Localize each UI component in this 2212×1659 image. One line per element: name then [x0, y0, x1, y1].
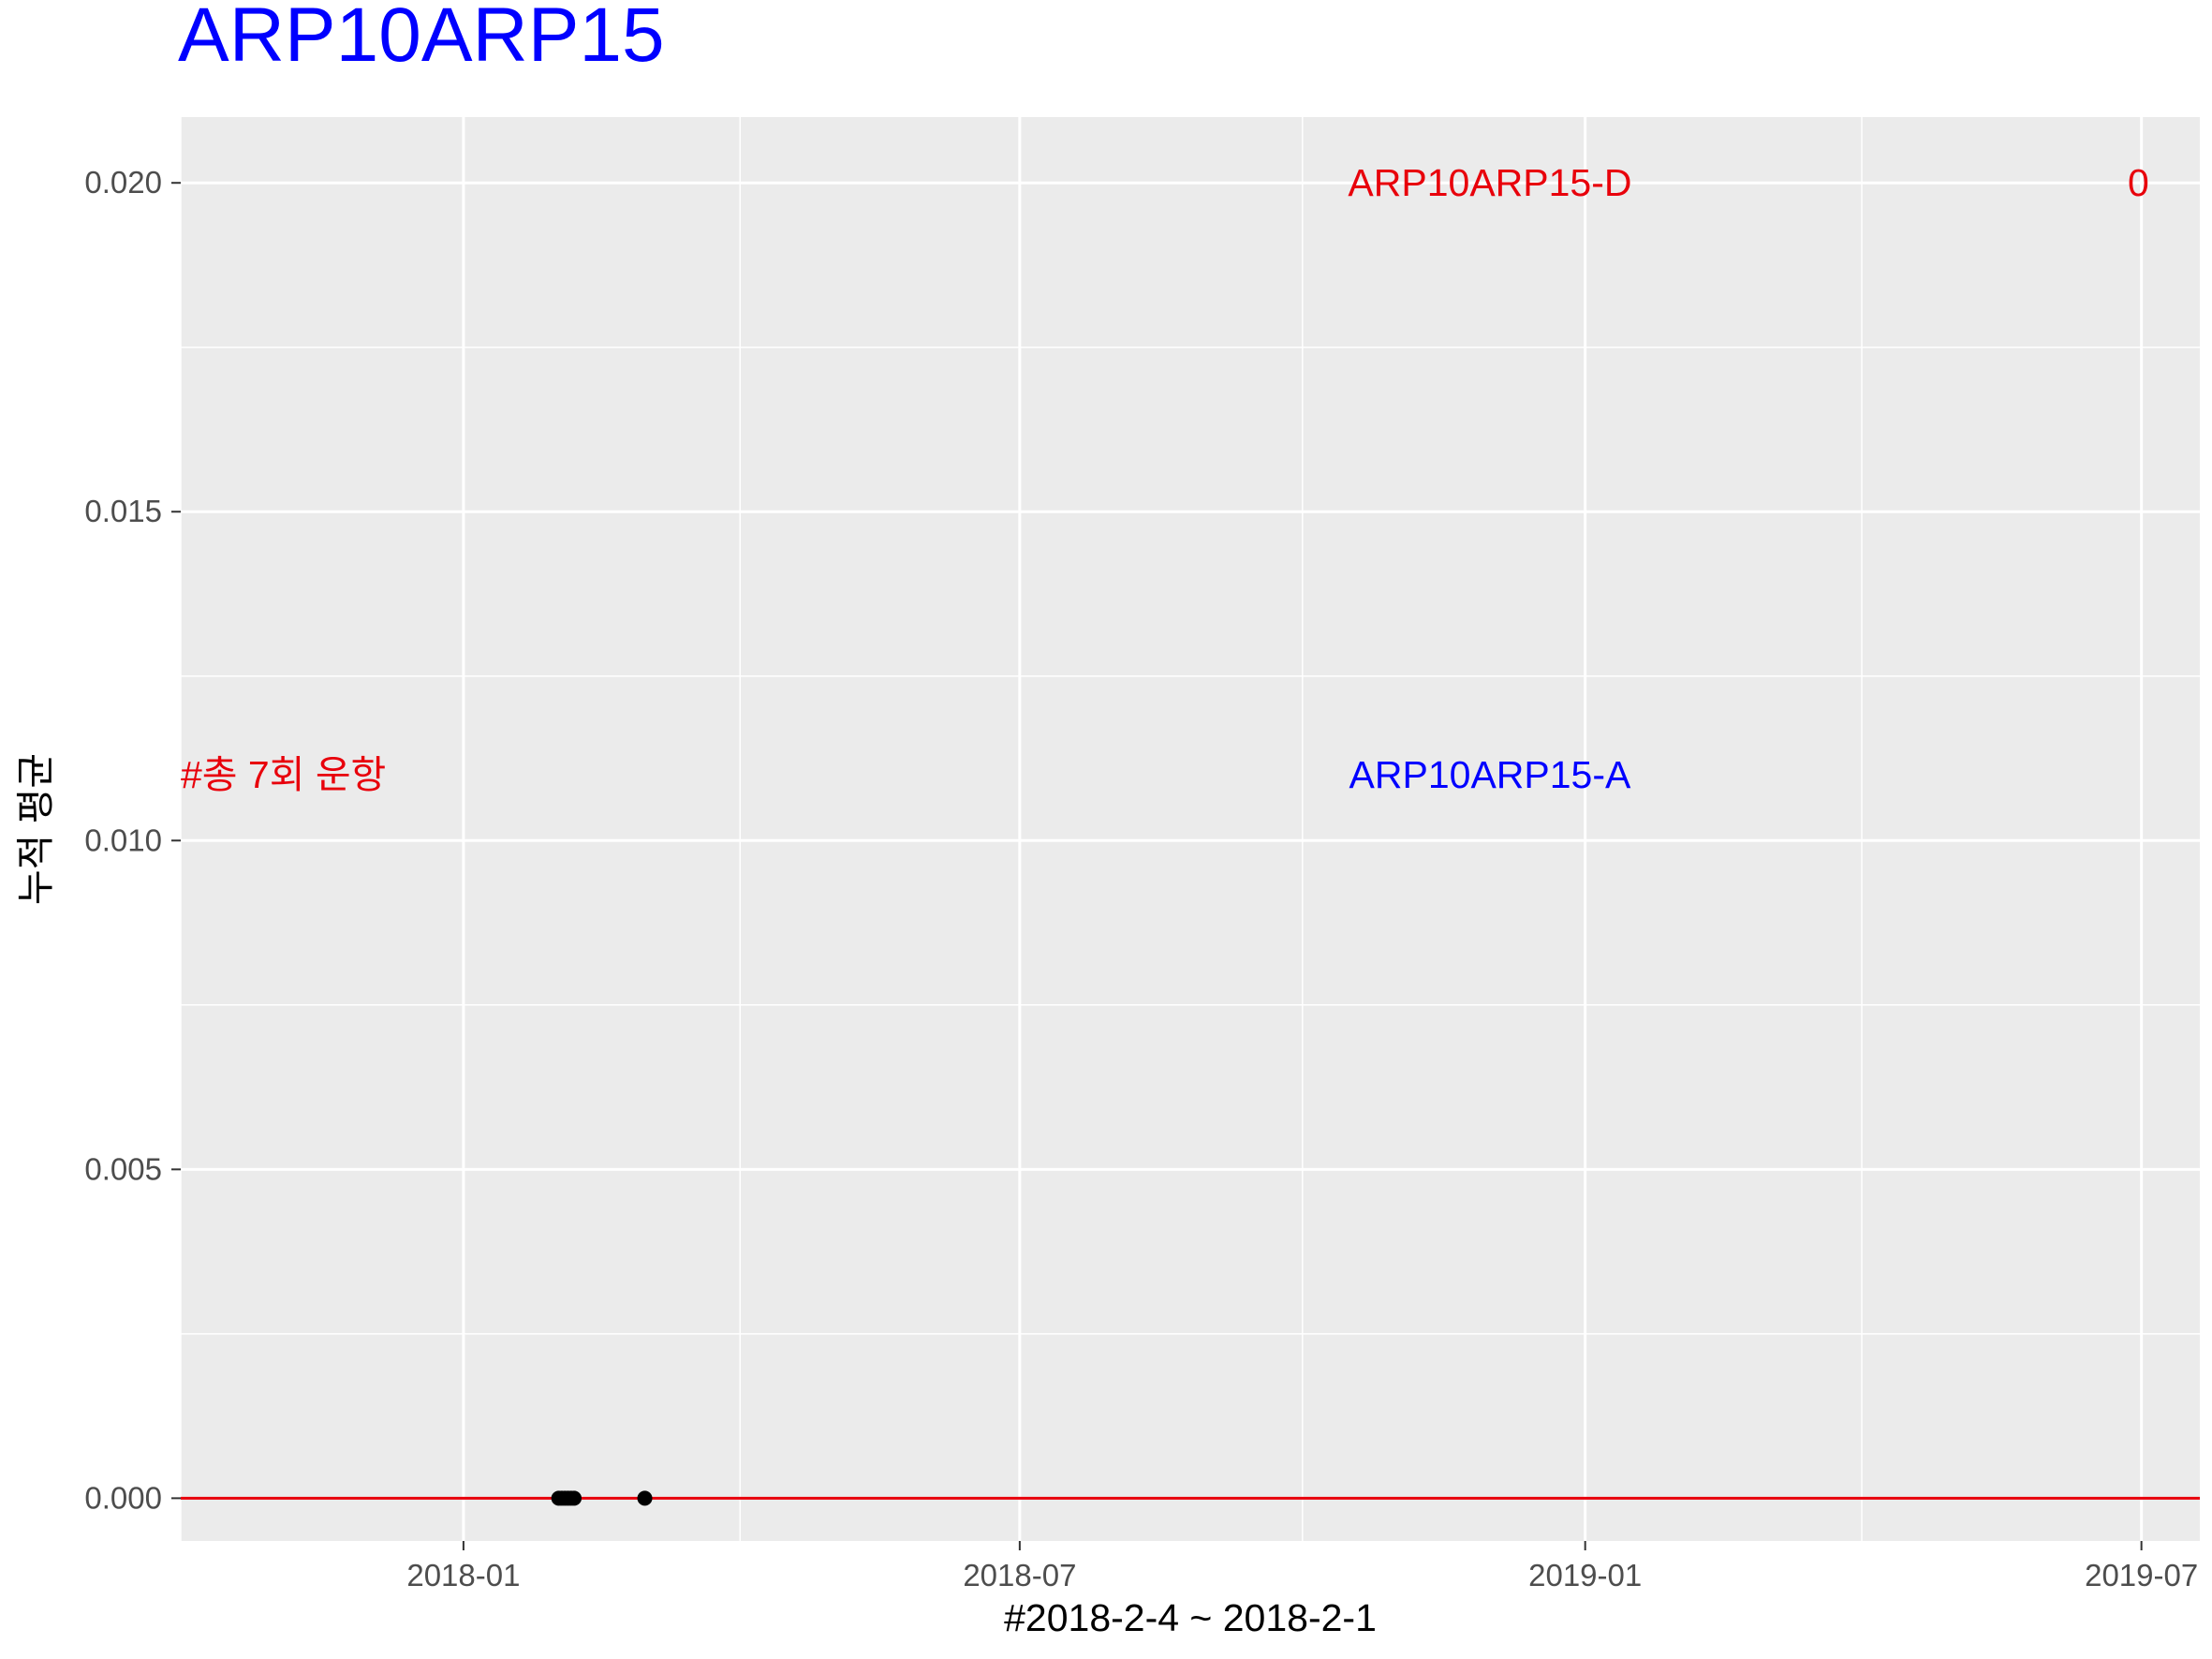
data-point [567, 1490, 582, 1506]
x-tick-label: 2019-07 [2085, 1558, 2198, 1592]
x-tick-label: 2018-07 [963, 1558, 1076, 1592]
annotation-label: ARP10ARP15-D [1348, 161, 1631, 204]
y-tick-label: 0.020 [84, 165, 162, 200]
annotation-label: ARP10ARP15-A [1349, 753, 1631, 796]
x-axis: 2018-01 2018-07 2019-01 2019-07 [406, 1541, 2198, 1592]
y-tick-label: 0.000 [84, 1480, 162, 1515]
x-tick-label: 2018-01 [406, 1558, 520, 1592]
y-axis: 0.000 0.005 0.010 0.015 0.020 [84, 165, 181, 1515]
y-tick-label: 0.005 [84, 1151, 162, 1186]
y-axis-title: 누적 평균 [14, 753, 57, 905]
annotations: ARP10ARP15-D 0 ARP10ARP15-A #총 7회 운항 [181, 161, 2149, 796]
data-point [637, 1490, 653, 1506]
plot-panel [181, 117, 2200, 1541]
grid-minor [180, 117, 2200, 1541]
annotation-label: #총 7회 운항 [181, 753, 386, 796]
x-tick-label: 2019-01 [1528, 1558, 1642, 1592]
data-points [551, 1490, 653, 1506]
chart-title: ARP10ARP15 [178, 0, 665, 78]
y-tick-label: 0.015 [84, 494, 162, 528]
x-axis-title: #2018-2-4 ~ 2018-2-1 [1004, 1596, 1377, 1639]
annotation-label: 0 [2128, 161, 2149, 204]
y-tick-label: 0.010 [84, 822, 162, 857]
